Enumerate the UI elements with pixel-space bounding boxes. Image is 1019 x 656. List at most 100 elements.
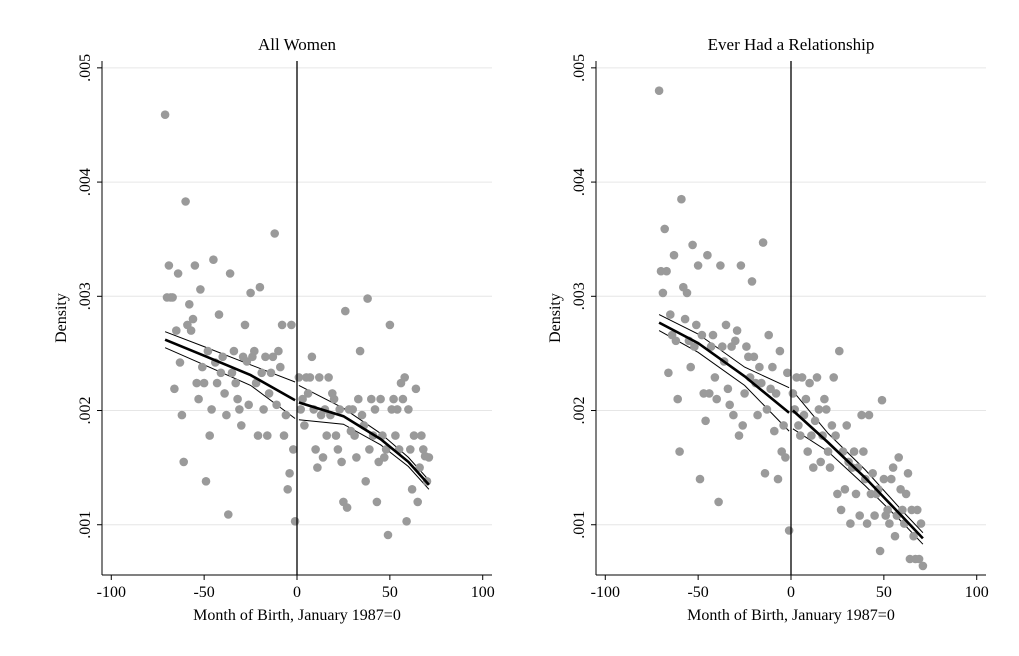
data-point [807, 431, 816, 440]
y-tick-label: .002 [77, 397, 94, 425]
y-tick-label: .005 [571, 54, 588, 82]
data-point [290, 517, 300, 526]
data-point [669, 250, 679, 260]
data-point [376, 394, 385, 404]
data-point [205, 431, 214, 440]
data-point [916, 519, 926, 528]
data-point [812, 373, 822, 382]
data-point [835, 346, 844, 356]
confidence-band-line [298, 419, 430, 490]
data-point [784, 526, 794, 535]
data-point [742, 342, 751, 351]
data-point [179, 457, 188, 467]
data-point [803, 447, 812, 456]
data-point [209, 255, 218, 264]
data-point [372, 497, 382, 507]
data-point [721, 320, 731, 330]
data-point [214, 310, 224, 319]
data-point [738, 421, 747, 430]
data-point [857, 410, 866, 420]
data-point [255, 282, 265, 292]
x-ticks: -100 -50 0 50 100 [591, 575, 989, 601]
data-point [402, 517, 411, 526]
data-point [810, 416, 820, 426]
data-point [662, 266, 671, 276]
data-point [276, 362, 285, 372]
data-point [714, 497, 723, 507]
data-point [823, 447, 833, 456]
data-point [794, 421, 803, 430]
data-point [725, 400, 734, 410]
y-tick-label: .003 [571, 282, 588, 310]
data-point [809, 463, 818, 472]
y-tick-label: .001 [571, 511, 588, 539]
data-point [331, 431, 341, 440]
data-point [740, 389, 749, 398]
data-point [690, 342, 699, 351]
data-point [673, 394, 682, 404]
data-point [194, 394, 203, 404]
data-point [177, 410, 187, 420]
data-point [313, 463, 322, 472]
data-point [406, 445, 415, 454]
data-point [383, 530, 393, 540]
data-point [758, 238, 768, 247]
data-point [237, 421, 246, 430]
data-point [883, 505, 892, 515]
data-point [352, 453, 361, 462]
data-point [697, 330, 707, 340]
data-point [298, 394, 307, 404]
data-point [833, 489, 842, 499]
data-point [279, 431, 289, 440]
data-point [671, 336, 681, 346]
data-point [212, 378, 222, 388]
data-point [188, 314, 198, 324]
data-point [680, 314, 690, 324]
data-point [253, 431, 263, 440]
data-point [868, 469, 877, 478]
data-point [244, 400, 253, 410]
data-point [732, 326, 742, 335]
data-point [664, 368, 673, 378]
data-point [846, 519, 855, 528]
x-ticks: -100 -50 0 50 100 [97, 575, 495, 601]
data-point [415, 463, 424, 472]
scatter-points [160, 110, 434, 540]
y-tick-label: .005 [77, 54, 94, 82]
data-point [796, 431, 805, 440]
panel-ever-had-relationship: -100 -50 0 50 100 .001 .002 .003 .004 .005 Ever … [547, 35, 989, 624]
data-point [224, 510, 233, 519]
data-point [914, 554, 924, 564]
data-point [736, 261, 746, 270]
x-tick-label: 100 [471, 584, 495, 601]
data-point [879, 474, 889, 484]
fitted-line [298, 401, 430, 486]
y-tick-label: .003 [77, 282, 94, 310]
data-point [710, 373, 720, 382]
data-point [693, 261, 703, 270]
y-axis-label: Density [53, 293, 70, 343]
data-point [779, 421, 788, 430]
data-point [231, 378, 240, 388]
data-point [729, 410, 738, 420]
data-point [903, 469, 913, 478]
data-point [160, 110, 170, 119]
data-point [341, 306, 350, 316]
data-point [411, 384, 421, 394]
data-point [398, 394, 408, 404]
data-point [168, 293, 177, 302]
data-point [277, 320, 287, 330]
data-point [203, 346, 213, 356]
data-point [365, 445, 374, 454]
data-point [716, 261, 725, 270]
data-point [885, 519, 894, 528]
data-point [246, 288, 255, 298]
data-point [225, 269, 235, 278]
data-point [207, 405, 216, 414]
data-point [773, 474, 783, 484]
data-point [424, 453, 434, 462]
x-tick-label: -50 [687, 584, 708, 601]
data-point [294, 373, 304, 382]
data-point [342, 503, 352, 512]
